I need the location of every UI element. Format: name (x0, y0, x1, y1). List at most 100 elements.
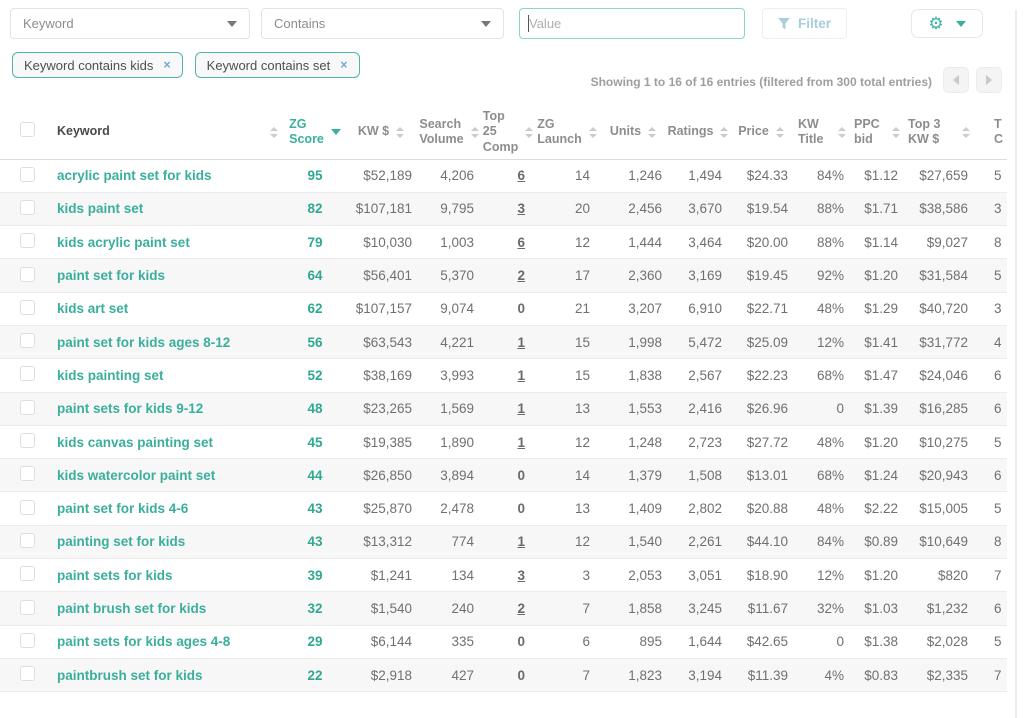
keyword-link[interactable]: kids acrylic paint set (57, 234, 190, 250)
zg-score-value: 95 (307, 168, 323, 184)
column-header-zg-score[interactable]: ZG Score (286, 106, 344, 160)
zg-score-value: 56 (307, 334, 323, 350)
keyword-link[interactable]: paint set for kids (57, 268, 166, 284)
row-checkbox[interactable] (20, 266, 35, 282)
top-25-comp-value[interactable]: 3 (517, 567, 525, 583)
chevron-down-icon (955, 20, 966, 27)
column-header-ratings[interactable]: Ratings (668, 106, 729, 160)
remove-filter-icon[interactable]: × (163, 58, 171, 72)
previous-page-button[interactable] (943, 67, 969, 93)
table-row: kids watercolor paint set 44 $26,850 3,894 0… (0, 458, 1007, 493)
row-checkbox[interactable] (20, 499, 35, 515)
ratings-value: 2,261 (688, 534, 722, 550)
column-header-ppc-bid[interactable]: PPC bid (850, 106, 904, 160)
zg-score-value: 79 (307, 234, 323, 250)
kw-title-value: 48% (816, 501, 844, 517)
top-25-comp-value[interactable]: 3 (517, 201, 525, 217)
kw-title-value: 68% (816, 367, 844, 383)
row-checkbox[interactable] (20, 466, 35, 482)
kw-title-value: 48% (816, 434, 844, 450)
clipped-col-value: 5 (994, 268, 1002, 284)
row-checkbox[interactable] (20, 532, 35, 548)
column-header-kw-dollars[interactable]: KW $ (344, 106, 418, 160)
row-select-cell (0, 159, 44, 193)
row-checkbox[interactable] (20, 199, 35, 215)
top-25-comp-value[interactable]: 1 (517, 401, 525, 417)
ratings-value: 2,567 (688, 367, 722, 383)
keyword-link[interactable]: paint sets for kids 9-12 (57, 401, 204, 417)
row-checkbox[interactable] (20, 233, 35, 249)
keyword-link[interactable]: paint set for kids 4-6 (57, 501, 189, 517)
column-header-price[interactable]: Price (728, 106, 794, 160)
row-checkbox[interactable] (20, 599, 35, 615)
filter-field-select[interactable]: Keyword (10, 8, 250, 39)
clipped-col-value: 5 (994, 501, 1002, 517)
row-select-cell (0, 358, 44, 393)
filter-button[interactable]: Filter (762, 8, 848, 39)
top-25-comp-value[interactable]: 2 (517, 601, 525, 616)
kw-title-value: 84% (816, 534, 844, 550)
next-page-button[interactable] (976, 67, 1002, 93)
keyword-link[interactable]: kids watercolor paint set (57, 467, 216, 483)
column-header-top-3-kw[interactable]: Top 3 KW $ (904, 106, 974, 160)
row-checkbox[interactable] (20, 632, 35, 648)
row-checkbox[interactable] (20, 566, 35, 582)
top-25-comp-value[interactable]: 1 (517, 367, 525, 383)
column-header-zg-launch[interactable]: ZG Launch (536, 106, 598, 160)
column-header-clipped[interactable]: T C (974, 106, 1007, 160)
zg-launch-value: 15 (574, 367, 590, 383)
filter-chip: Keyword contains kids × (12, 52, 183, 78)
kw-title-value: 12% (816, 334, 844, 350)
row-checkbox[interactable] (20, 666, 35, 682)
filter-operator-select[interactable]: Contains (261, 8, 504, 39)
keyword-link[interactable]: kids painting set (57, 367, 164, 383)
column-header-top-25-comp[interactable]: Top 25 Comp (480, 106, 536, 160)
column-header-search-volume[interactable]: Search Volume (418, 106, 480, 160)
ratings-value: 1,508 (688, 467, 722, 483)
ratings-value: 1,644 (688, 634, 722, 650)
top-3-kw-value: $15,005 (919, 501, 968, 517)
top-25-comp-value[interactable]: 1 (517, 334, 525, 350)
keyword-link[interactable]: paint set for kids ages 8-12 (57, 334, 231, 350)
keyword-link[interactable]: kids art set (57, 301, 129, 317)
top-25-comp-value[interactable]: 1 (517, 434, 525, 450)
keyword-link[interactable]: acrylic paint set for kids (57, 168, 212, 184)
units-value: 1,838 (628, 367, 662, 383)
keyword-link[interactable]: painting set for kids (57, 534, 186, 550)
row-checkbox[interactable] (20, 166, 35, 182)
keyword-link[interactable]: kids canvas painting set (57, 434, 214, 450)
filter-value-input[interactable] (519, 8, 745, 39)
units-value: 895 (639, 634, 662, 650)
row-checkbox[interactable] (20, 433, 35, 449)
row-select-cell (0, 192, 44, 227)
settings-dropdown-button[interactable]: ⚙ (911, 9, 983, 38)
results-summary: Showing 1 to 16 of 16 entries (filtered … (590, 75, 932, 89)
column-header-keyword[interactable]: Keyword (44, 106, 286, 160)
row-checkbox[interactable] (20, 366, 35, 382)
zg-launch-value: 12 (574, 534, 590, 550)
row-checkbox[interactable] (20, 399, 35, 415)
price-value: $20.00 (746, 234, 788, 250)
zg-launch-value: 17 (574, 268, 590, 284)
top-25-comp-value[interactable]: 6 (517, 168, 525, 184)
keyword-link[interactable]: paint sets for kids ages 4-8 (57, 634, 231, 650)
row-checkbox[interactable] (20, 333, 35, 349)
zg-score-value: 62 (307, 301, 323, 317)
keyword-link[interactable]: kids paint set (57, 201, 144, 217)
remove-filter-icon[interactable]: × (340, 58, 348, 72)
column-header-kw-title[interactable]: KW Title (794, 106, 850, 160)
keyword-link[interactable]: paint brush set for kids (57, 601, 207, 616)
ppc-bid-value: $1.47 (864, 367, 898, 383)
top-25-comp-value[interactable]: 6 (517, 234, 525, 250)
top-25-comp-value[interactable]: 1 (517, 534, 525, 550)
keyword-link[interactable]: paintbrush set for kids (57, 667, 203, 683)
top-25-comp-value[interactable]: 2 (517, 268, 525, 284)
row-checkbox[interactable] (20, 299, 35, 315)
select-all-checkbox[interactable] (20, 122, 35, 138)
units-value: 2,053 (628, 567, 662, 583)
price-value: $19.45 (746, 268, 788, 284)
sort-desc-icon (330, 129, 341, 136)
column-header-units[interactable]: Units (598, 106, 668, 160)
kw-dollars-value: $13,312 (363, 534, 412, 550)
keyword-link[interactable]: paint sets for kids (57, 567, 173, 583)
